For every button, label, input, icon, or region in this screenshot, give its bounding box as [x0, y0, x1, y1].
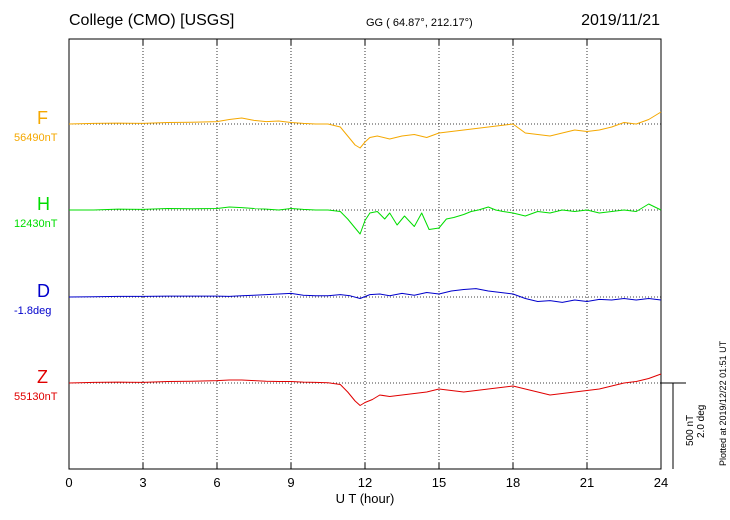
scale-bar — [660, 382, 686, 469]
scale-deg-label: 2.0 deg — [696, 404, 707, 438]
plot-date: 2019/11/21 — [581, 12, 660, 29]
x-tick-label: 18 — [506, 475, 520, 490]
series-label-D: D — [37, 281, 50, 301]
series-label-H: H — [37, 194, 50, 214]
x-tick-label: 3 — [139, 475, 146, 490]
series-line-F — [68, 111, 662, 149]
x-axis-label: U T (hour) — [336, 491, 395, 506]
grid-lines — [142, 39, 588, 469]
plotted-at-note: Plotted at 2019/12/22 01:51 UT — [718, 340, 728, 466]
series-label-Z: Z — [37, 367, 48, 387]
series-group — [68, 111, 662, 406]
series-baseline-value-F: 56490nT — [14, 132, 58, 144]
series-line-Z — [68, 373, 662, 406]
scale-nt-label: 500 nT — [685, 414, 696, 446]
x-tick-label: 12 — [358, 475, 372, 490]
station-coordinates: GG ( 64.87°, 212.17°) — [366, 17, 473, 29]
x-tick-label: 6 — [213, 475, 220, 490]
series-baseline-value-D: -1.8deg — [14, 305, 52, 317]
series-line-D — [68, 288, 662, 303]
plot-frame — [68, 38, 662, 470]
x-tick-label: 24 — [654, 475, 668, 490]
x-tick-label: 21 — [580, 475, 594, 490]
x-axis-ticks: 0 3 6 9 12 15 18 21 24 — [65, 39, 668, 490]
series-line-H — [69, 203, 662, 235]
series-baseline-value-H: 12430nT — [14, 218, 58, 230]
x-tick-label: 15 — [432, 475, 446, 490]
x-tick-label: 9 — [287, 475, 294, 490]
x-tick-label: 0 — [65, 475, 72, 490]
station-title: College (CMO) [USGS] — [69, 12, 235, 29]
series-label-F: F — [37, 108, 48, 128]
series-baseline-value-Z: 55130nT — [14, 391, 58, 403]
